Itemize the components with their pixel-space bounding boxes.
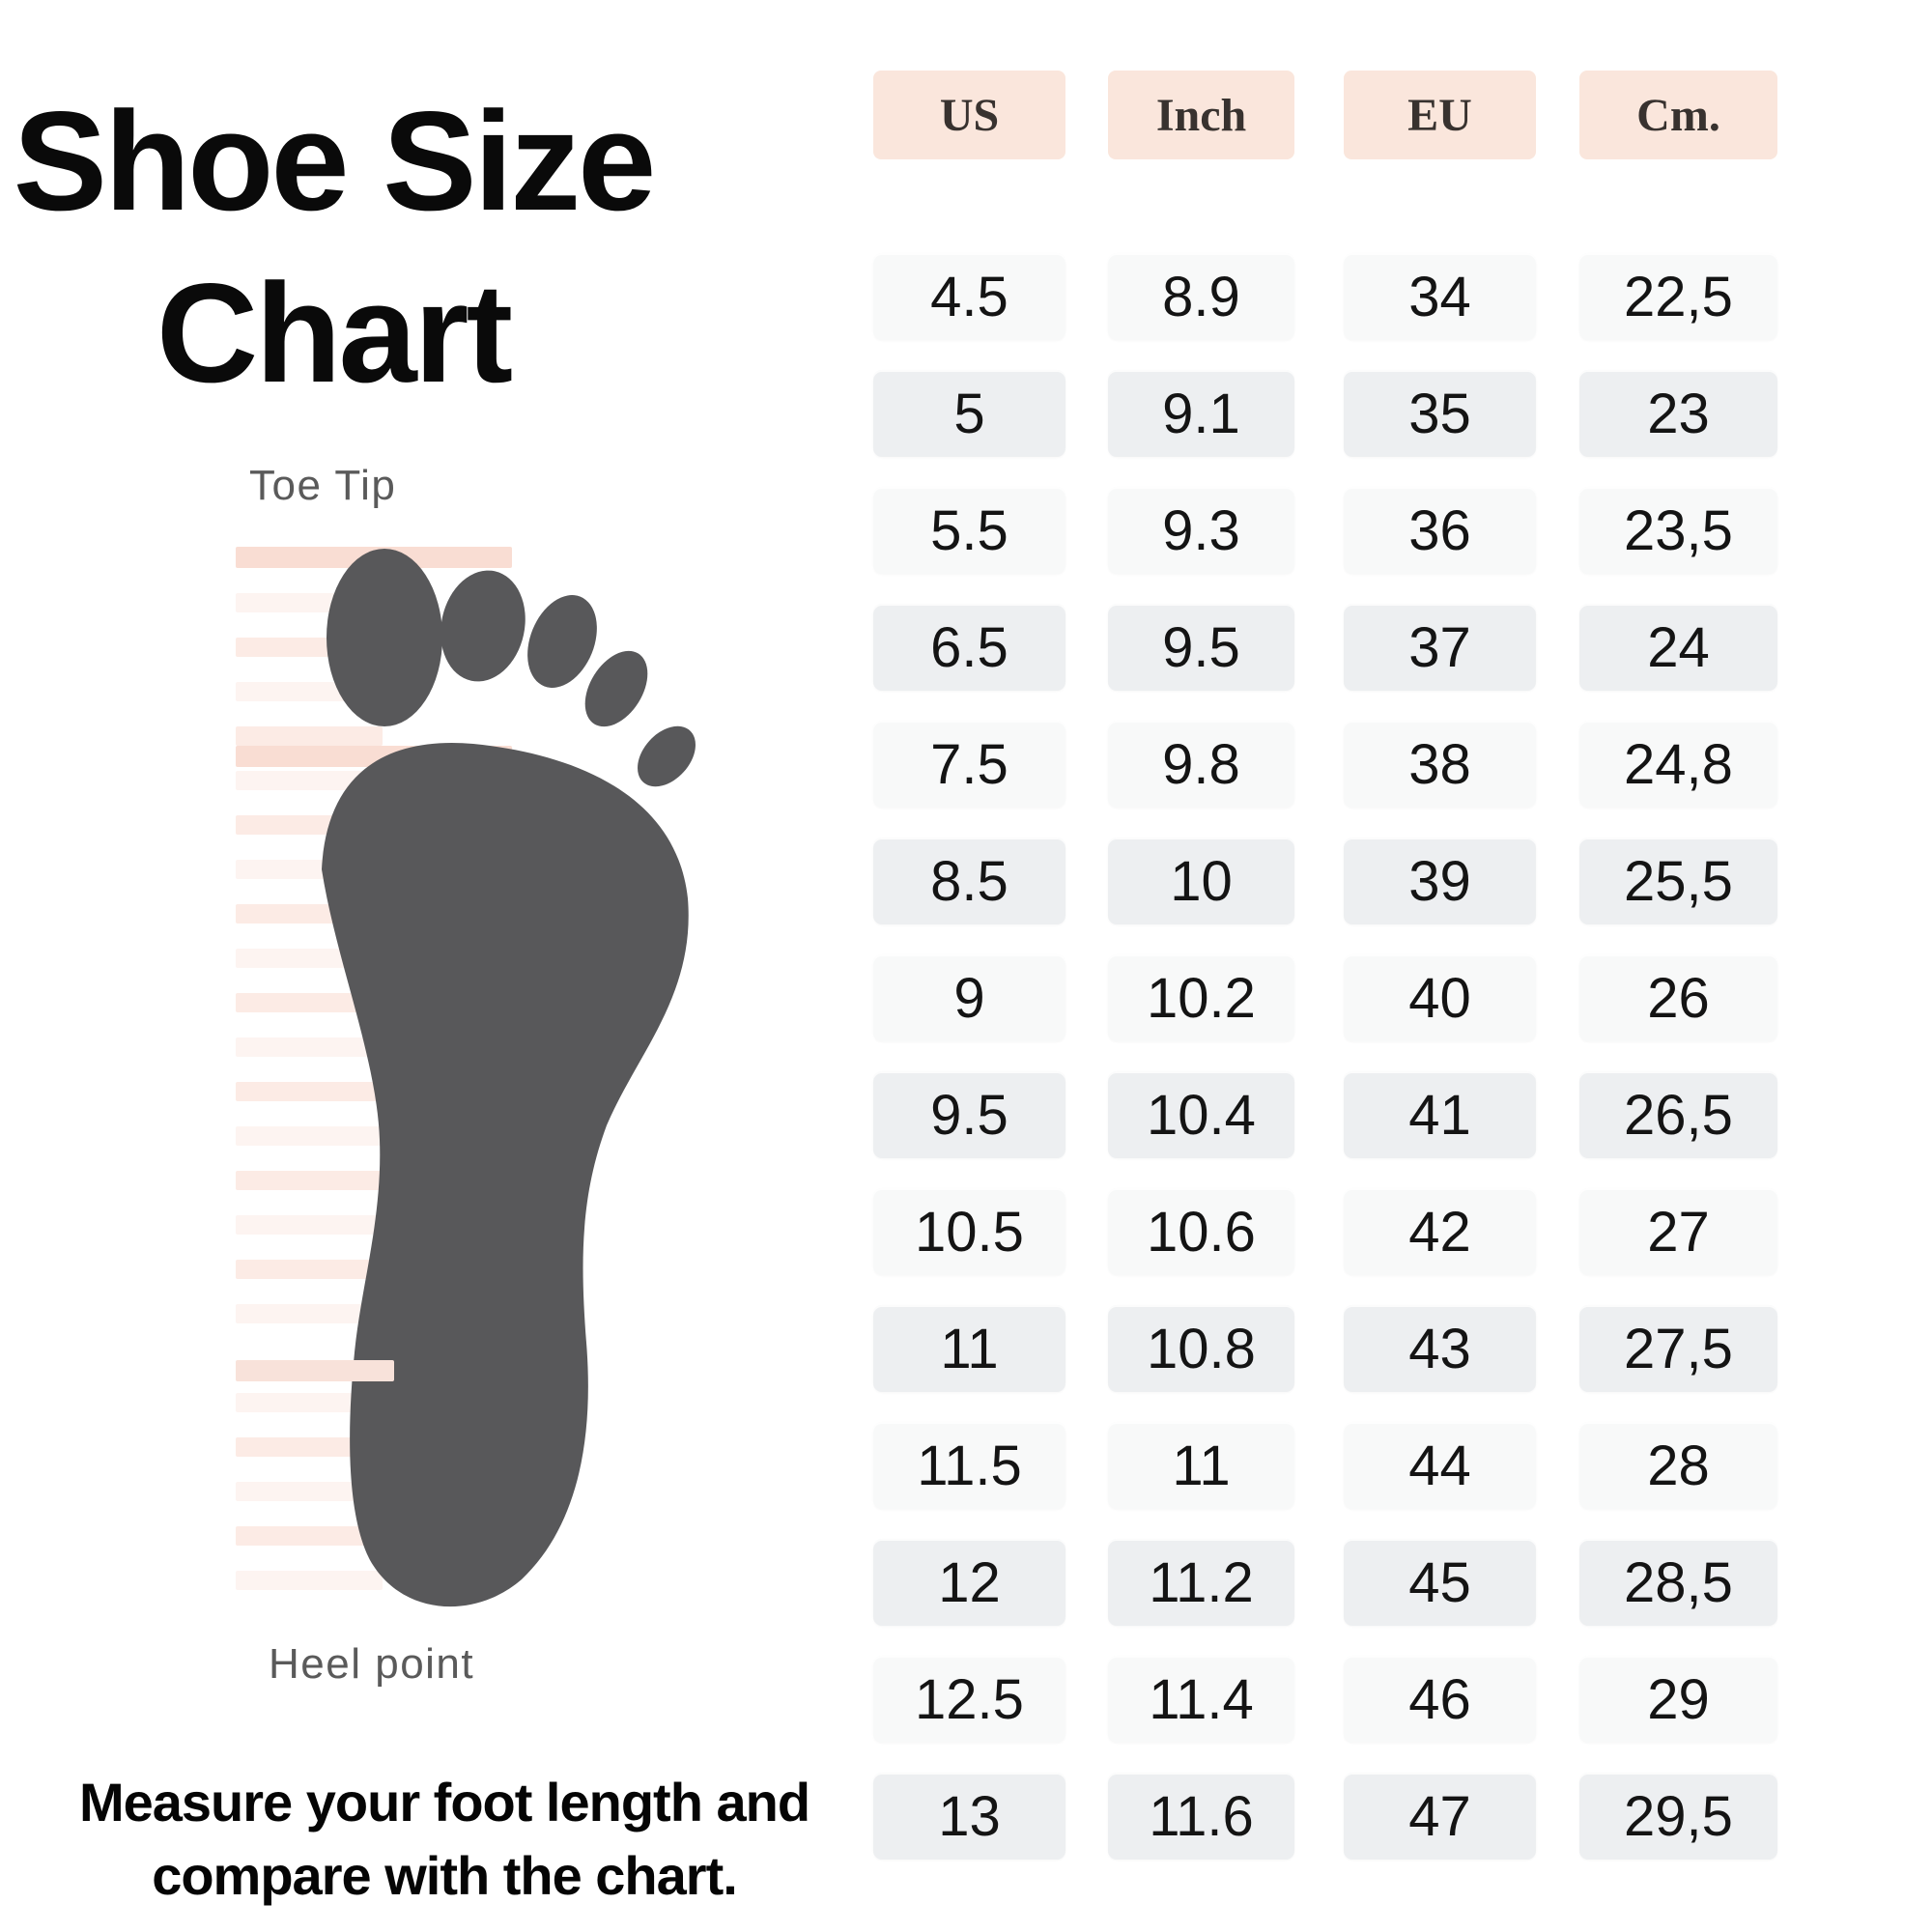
table-cell: 36 bbox=[1344, 487, 1536, 574]
table-cell: 34 bbox=[1344, 253, 1536, 340]
ruler-stripe bbox=[236, 1037, 383, 1057]
footprint-icon bbox=[322, 549, 696, 1607]
footer-note-line2: compare with the chart. bbox=[152, 1845, 738, 1906]
table-cell: 8.5 bbox=[873, 838, 1065, 924]
ruler-stripe bbox=[236, 1082, 383, 1101]
column-header: EU bbox=[1344, 71, 1536, 159]
table-cell: 10 bbox=[1108, 838, 1294, 924]
ruler-stripe bbox=[236, 1304, 383, 1323]
table-cell: 38 bbox=[1344, 721, 1536, 808]
ruler-stripe bbox=[236, 993, 383, 1012]
table-cell: 35 bbox=[1344, 370, 1536, 457]
pinky-toe bbox=[638, 725, 696, 787]
ruler-stripe bbox=[236, 1215, 383, 1235]
table-cell: 37 bbox=[1344, 604, 1536, 691]
table-cell: 41 bbox=[1344, 1071, 1536, 1158]
table-cell: 5.5 bbox=[873, 487, 1065, 574]
ruler-stripe bbox=[236, 1571, 383, 1590]
table-cell: 45 bbox=[1344, 1539, 1536, 1626]
table-cell: 40 bbox=[1344, 954, 1536, 1041]
table-cell: 22,5 bbox=[1579, 253, 1777, 340]
table-cell: 9.3 bbox=[1108, 487, 1294, 574]
column-header: Inch bbox=[1108, 71, 1294, 159]
ruler-stripe bbox=[236, 1126, 383, 1146]
table-cell: 11.5 bbox=[873, 1422, 1065, 1509]
table-cell: 10.2 bbox=[1108, 954, 1294, 1041]
table-cell: 28 bbox=[1579, 1422, 1777, 1509]
ruler-stripe bbox=[236, 1437, 383, 1457]
table-cell: 6.5 bbox=[873, 604, 1065, 691]
table-cell: 47 bbox=[1344, 1773, 1536, 1860]
table-cell: 10.8 bbox=[1108, 1305, 1294, 1392]
ruler-stripe bbox=[236, 1526, 383, 1546]
table-cell: 11.2 bbox=[1108, 1539, 1294, 1626]
table-cell: 39 bbox=[1344, 838, 1536, 924]
table-cell: 26 bbox=[1579, 954, 1777, 1041]
ruler-stripe bbox=[236, 1393, 383, 1412]
table-cell: 12 bbox=[873, 1539, 1065, 1626]
table-cell: 29,5 bbox=[1579, 1773, 1777, 1860]
table-cell: 9 bbox=[873, 954, 1065, 1041]
table-cell: 27,5 bbox=[1579, 1305, 1777, 1392]
ruler-stripe bbox=[236, 1260, 383, 1279]
table-cell: 11 bbox=[873, 1305, 1065, 1392]
table-cell: 11.4 bbox=[1108, 1656, 1294, 1743]
table-cell: 28,5 bbox=[1579, 1539, 1777, 1626]
table-cell: 7.5 bbox=[873, 721, 1065, 808]
table-cell: 9.8 bbox=[1108, 721, 1294, 808]
page-title-line1: Shoe Size bbox=[13, 82, 657, 240]
table-cell: 44 bbox=[1344, 1422, 1536, 1509]
table-cell: 11.6 bbox=[1108, 1773, 1294, 1860]
big-toe bbox=[327, 549, 442, 726]
table-cell: 11 bbox=[1108, 1422, 1294, 1509]
table-cell: 29 bbox=[1579, 1656, 1777, 1743]
table-cell: 23,5 bbox=[1579, 487, 1777, 574]
table-cell: 46 bbox=[1344, 1656, 1536, 1743]
table-cell: 42 bbox=[1344, 1188, 1536, 1275]
table-cell: 24 bbox=[1579, 604, 1777, 691]
heel-marker-line bbox=[236, 1360, 394, 1381]
column-header: US bbox=[873, 71, 1065, 159]
table-cell: 24,8 bbox=[1579, 721, 1777, 808]
table-cell: 4.5 bbox=[873, 253, 1065, 340]
table-cell: 8.9 bbox=[1108, 253, 1294, 340]
toe-tip-label: Toe Tip bbox=[249, 462, 397, 509]
table-cell: 13 bbox=[873, 1773, 1065, 1860]
table-cell: 9.5 bbox=[1108, 604, 1294, 691]
table-cell: 12.5 bbox=[873, 1656, 1065, 1743]
table-cell: 43 bbox=[1344, 1305, 1536, 1392]
column-header: Cm. bbox=[1579, 71, 1777, 159]
table-cell: 25,5 bbox=[1579, 838, 1777, 924]
fourth-toe bbox=[584, 650, 648, 727]
table-cell: 9.1 bbox=[1108, 370, 1294, 457]
ruler-stripe bbox=[236, 726, 383, 746]
table-cell: 10.4 bbox=[1108, 1071, 1294, 1158]
table-cell: 10.6 bbox=[1108, 1188, 1294, 1275]
footer-note: Measure your foot length and compare wit… bbox=[19, 1766, 869, 1913]
page-title-line2: Chart bbox=[156, 254, 513, 412]
table-cell: 26,5 bbox=[1579, 1071, 1777, 1158]
ruler-stripe bbox=[236, 1482, 383, 1501]
second-toe bbox=[440, 570, 526, 682]
table-cell: 10.5 bbox=[873, 1188, 1065, 1275]
footer-note-line1: Measure your foot length and bbox=[78, 1772, 810, 1833]
ruler-stripe bbox=[236, 771, 383, 790]
ruler-stripe bbox=[236, 1171, 383, 1190]
page-title: Shoe Size Chart bbox=[10, 75, 657, 419]
table-cell: 9.5 bbox=[873, 1071, 1065, 1158]
third-toe bbox=[527, 595, 597, 688]
heel-point-label: Heel point bbox=[269, 1640, 475, 1688]
foot-sole bbox=[322, 742, 689, 1607]
table-cell: 27 bbox=[1579, 1188, 1777, 1275]
table-cell: 23 bbox=[1579, 370, 1777, 457]
table-cell: 5 bbox=[873, 370, 1065, 457]
